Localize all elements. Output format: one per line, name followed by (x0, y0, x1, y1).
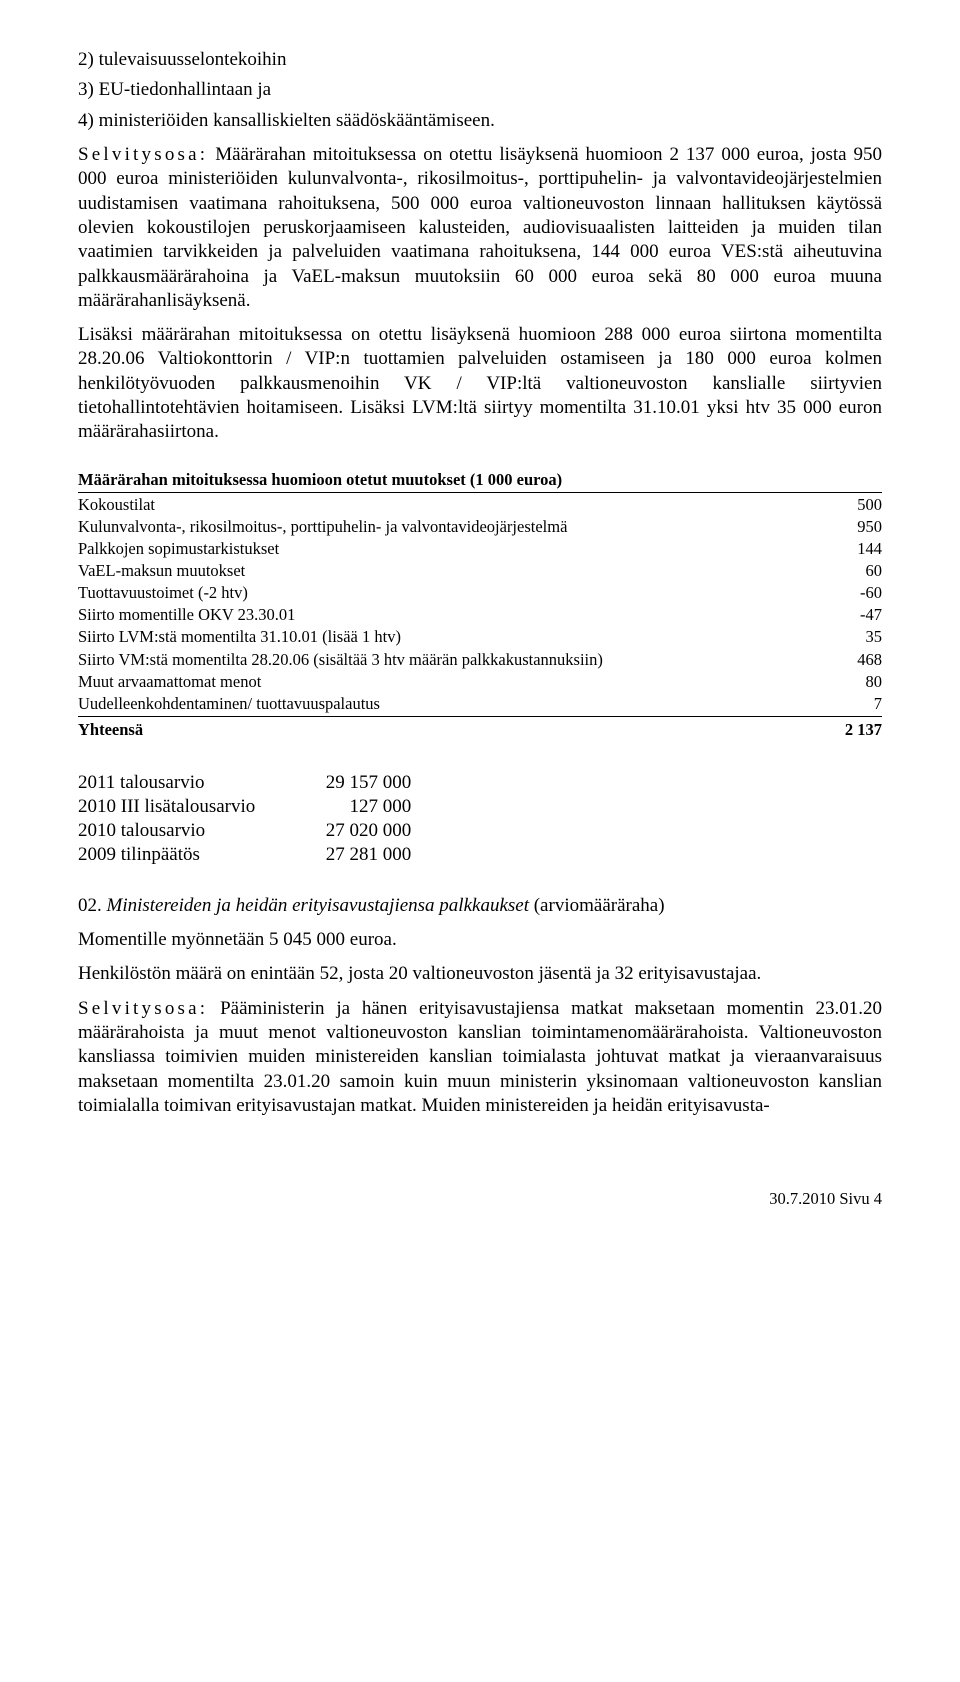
row-value: 500 (813, 493, 882, 516)
row-value: 80 (813, 670, 882, 692)
row-value: 468 (813, 648, 882, 670)
budget-label: 2011 talousarvio (78, 771, 291, 795)
row-value: 950 (813, 515, 882, 537)
selvitysosa-lead-2: Selvitysosa: (78, 998, 208, 1019)
row-label: Muut arvaamattomat menot (78, 670, 813, 692)
row-value: 60 (813, 560, 882, 582)
table-row: Tuottavuustoimet (-2 htv)-60 (78, 582, 882, 604)
selvitysosa-body-1: Selvitysosa: Määrärahan mitoituksessa on… (78, 143, 882, 313)
budget-row: 2011 talousarvio29 157 000 (78, 771, 411, 795)
table-row: VaEL-maksun muutokset60 (78, 560, 882, 582)
moment-number: 02. (78, 895, 102, 916)
row-label: Siirto momentille OKV 23.30.01 (78, 604, 813, 626)
row-label: Kulunvalvonta-, rikosilmoitus-, porttipu… (78, 515, 813, 537)
row-label: Siirto LVM:stä momentilta 31.10.01 (lisä… (78, 626, 813, 648)
page-footer: 30.7.2010 Sivu 4 (78, 1188, 882, 1209)
budget-label: 2010 talousarvio (78, 819, 291, 843)
list-item: 4) ministeriöiden kansalliskielten säädö… (78, 109, 882, 133)
budget-value: 27 281 000 (291, 843, 411, 867)
row-label: Kokoustilat (78, 493, 813, 516)
budget-value: 27 020 000 (291, 819, 411, 843)
table-total-row: Yhteensä 2 137 (78, 716, 882, 740)
row-value: -60 (813, 582, 882, 604)
table-row: Kulunvalvonta-, rikosilmoitus-, porttipu… (78, 515, 882, 537)
table-row: Siirto momentille OKV 23.30.01-47 (78, 604, 882, 626)
total-label: Yhteensä (78, 716, 813, 740)
row-value: 35 (813, 626, 882, 648)
table-row: Kokoustilat500 (78, 493, 882, 516)
moment-staff: Henkilöstön määrä on enintään 52, josta … (78, 962, 882, 986)
moment-grant: Momentille myönnetään 5 045 000 euroa. (78, 928, 882, 952)
selvitysosa-lead: Selvitysosa: (78, 144, 208, 165)
table-row: Uudelleenkohdentaminen/ tuottavuuspalaut… (78, 692, 882, 716)
row-label: VaEL-maksun muutokset (78, 560, 813, 582)
row-value: -47 (813, 604, 882, 626)
row-label: Palkkojen sopimustarkistukset (78, 538, 813, 560)
table-title: Määrärahan mitoituksessa huomioon otetut… (78, 469, 882, 493)
row-value: 144 (813, 538, 882, 560)
total-value: 2 137 (813, 716, 882, 740)
budget-label: 2010 III lisätalousarvio (78, 795, 291, 819)
list-item: 3) EU-tiedonhallintaan ja (78, 78, 882, 102)
table-header-row: Määrärahan mitoituksessa huomioon otetut… (78, 469, 882, 493)
budget-value: 29 157 000 (291, 771, 411, 795)
moment-heading: 02. Ministereiden ja heidän erityisavust… (78, 894, 882, 918)
budget-row: 2010 III lisätalousarvio127 000 (78, 795, 411, 819)
row-label: Tuottavuustoimet (-2 htv) (78, 582, 813, 604)
row-label: Siirto VM:stä momentilta 28.20.06 (sisäl… (78, 648, 813, 670)
moment-title: Ministereiden ja heidän erityisavustajie… (107, 895, 529, 916)
selvitysosa-body-2: Lisäksi määrärahan mitoituksessa on otet… (78, 323, 882, 445)
list-item: 2) tulevaisuusselontekoihin (78, 48, 882, 72)
moment-selvitysosa: Selvitysosa: Pääministerin ja hänen erit… (78, 997, 882, 1119)
table-row: Siirto LVM:stä momentilta 31.10.01 (lisä… (78, 626, 882, 648)
changes-table: Määrärahan mitoituksessa huomioon otetut… (78, 469, 882, 741)
budget-row: 2009 tilinpäätös27 281 000 (78, 843, 411, 867)
budget-value: 127 000 (291, 795, 411, 819)
table-row: Siirto VM:stä momentilta 28.20.06 (sisäl… (78, 648, 882, 670)
budget-row: 2010 talousarvio27 020 000 (78, 819, 411, 843)
table-row: Muut arvaamattomat menot80 (78, 670, 882, 692)
table-row: Palkkojen sopimustarkistukset144 (78, 538, 882, 560)
numbered-list: 2) tulevaisuusselontekoihin 3) EU-tiedon… (78, 48, 882, 133)
budget-label: 2009 tilinpäätös (78, 843, 291, 867)
moment-paren-text: (arviomääräraha) (534, 895, 665, 916)
budget-table: 2011 talousarvio29 157 0002010 III lisät… (78, 771, 411, 868)
row-label: Uudelleenkohdentaminen/ tuottavuuspalaut… (78, 692, 813, 716)
row-value: 7 (813, 692, 882, 716)
